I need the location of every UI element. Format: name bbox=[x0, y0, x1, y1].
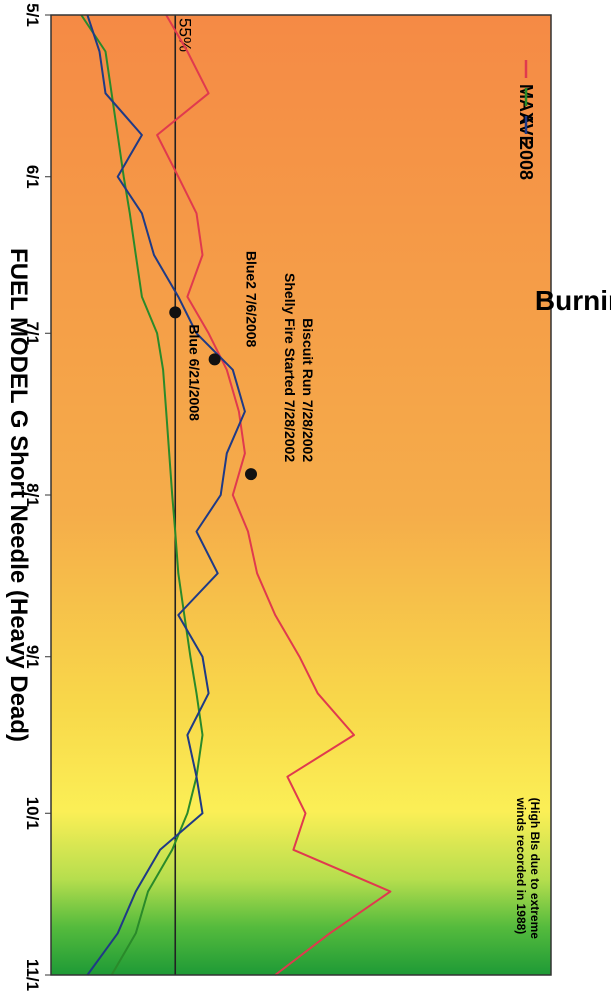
y-tick-label: 80 bbox=[284, 0, 303, 3]
y-tick-label: 140 bbox=[461, 0, 489, 3]
chart-title: FUEL MODEL G Short Needle (Heavy Dead) bbox=[5, 248, 32, 742]
y-axis-label: Burning Index bbox=[535, 285, 611, 316]
annotation-marker bbox=[208, 353, 221, 366]
y-tick-label: 120 bbox=[400, 0, 428, 3]
y-tick-label: 160 bbox=[522, 0, 550, 3]
x-tick-label: 11/1 bbox=[23, 959, 42, 991]
series-line-max bbox=[156, 14, 392, 976]
x-tick-label: 5/1 bbox=[23, 3, 42, 27]
annotation-text: Blue2 7/6/2008 bbox=[244, 251, 260, 348]
annotation-text: Blue 6/21/2008 bbox=[186, 324, 202, 421]
series-line-2008 bbox=[86, 14, 246, 976]
x-tick-label: 8/1 bbox=[23, 483, 42, 507]
annotation-text: Biscuit Run 7/28/2002 bbox=[300, 318, 316, 462]
reference-line-label: 55% bbox=[175, 18, 194, 52]
y-tick-label: 100 bbox=[340, 0, 368, 3]
y-tick-label: 60 bbox=[223, 0, 242, 3]
x-tick-label: 6/1 bbox=[23, 165, 42, 189]
plot-background bbox=[51, 15, 551, 975]
annotation-text: (High BIs due to extreme bbox=[528, 798, 542, 940]
annotation-marker bbox=[245, 468, 257, 481]
y-tick-label: 20 bbox=[102, 0, 121, 3]
y-tick-label: 40 bbox=[163, 0, 182, 3]
x-tick-label: 10/1 bbox=[23, 797, 42, 830]
annotation-marker bbox=[169, 306, 182, 319]
series-line-ave bbox=[80, 14, 204, 976]
annotation-text: winds recorded in 1988) bbox=[514, 797, 528, 935]
legend-label-2008: 2008 bbox=[516, 140, 536, 180]
annotation-text: Shelly Fire Started 7/28/2002 bbox=[282, 273, 298, 462]
x-tick-label: 9/1 bbox=[23, 645, 42, 669]
x-tick-label: 7/1 bbox=[23, 321, 42, 345]
y-tick-label: 0 bbox=[46, 0, 55, 3]
